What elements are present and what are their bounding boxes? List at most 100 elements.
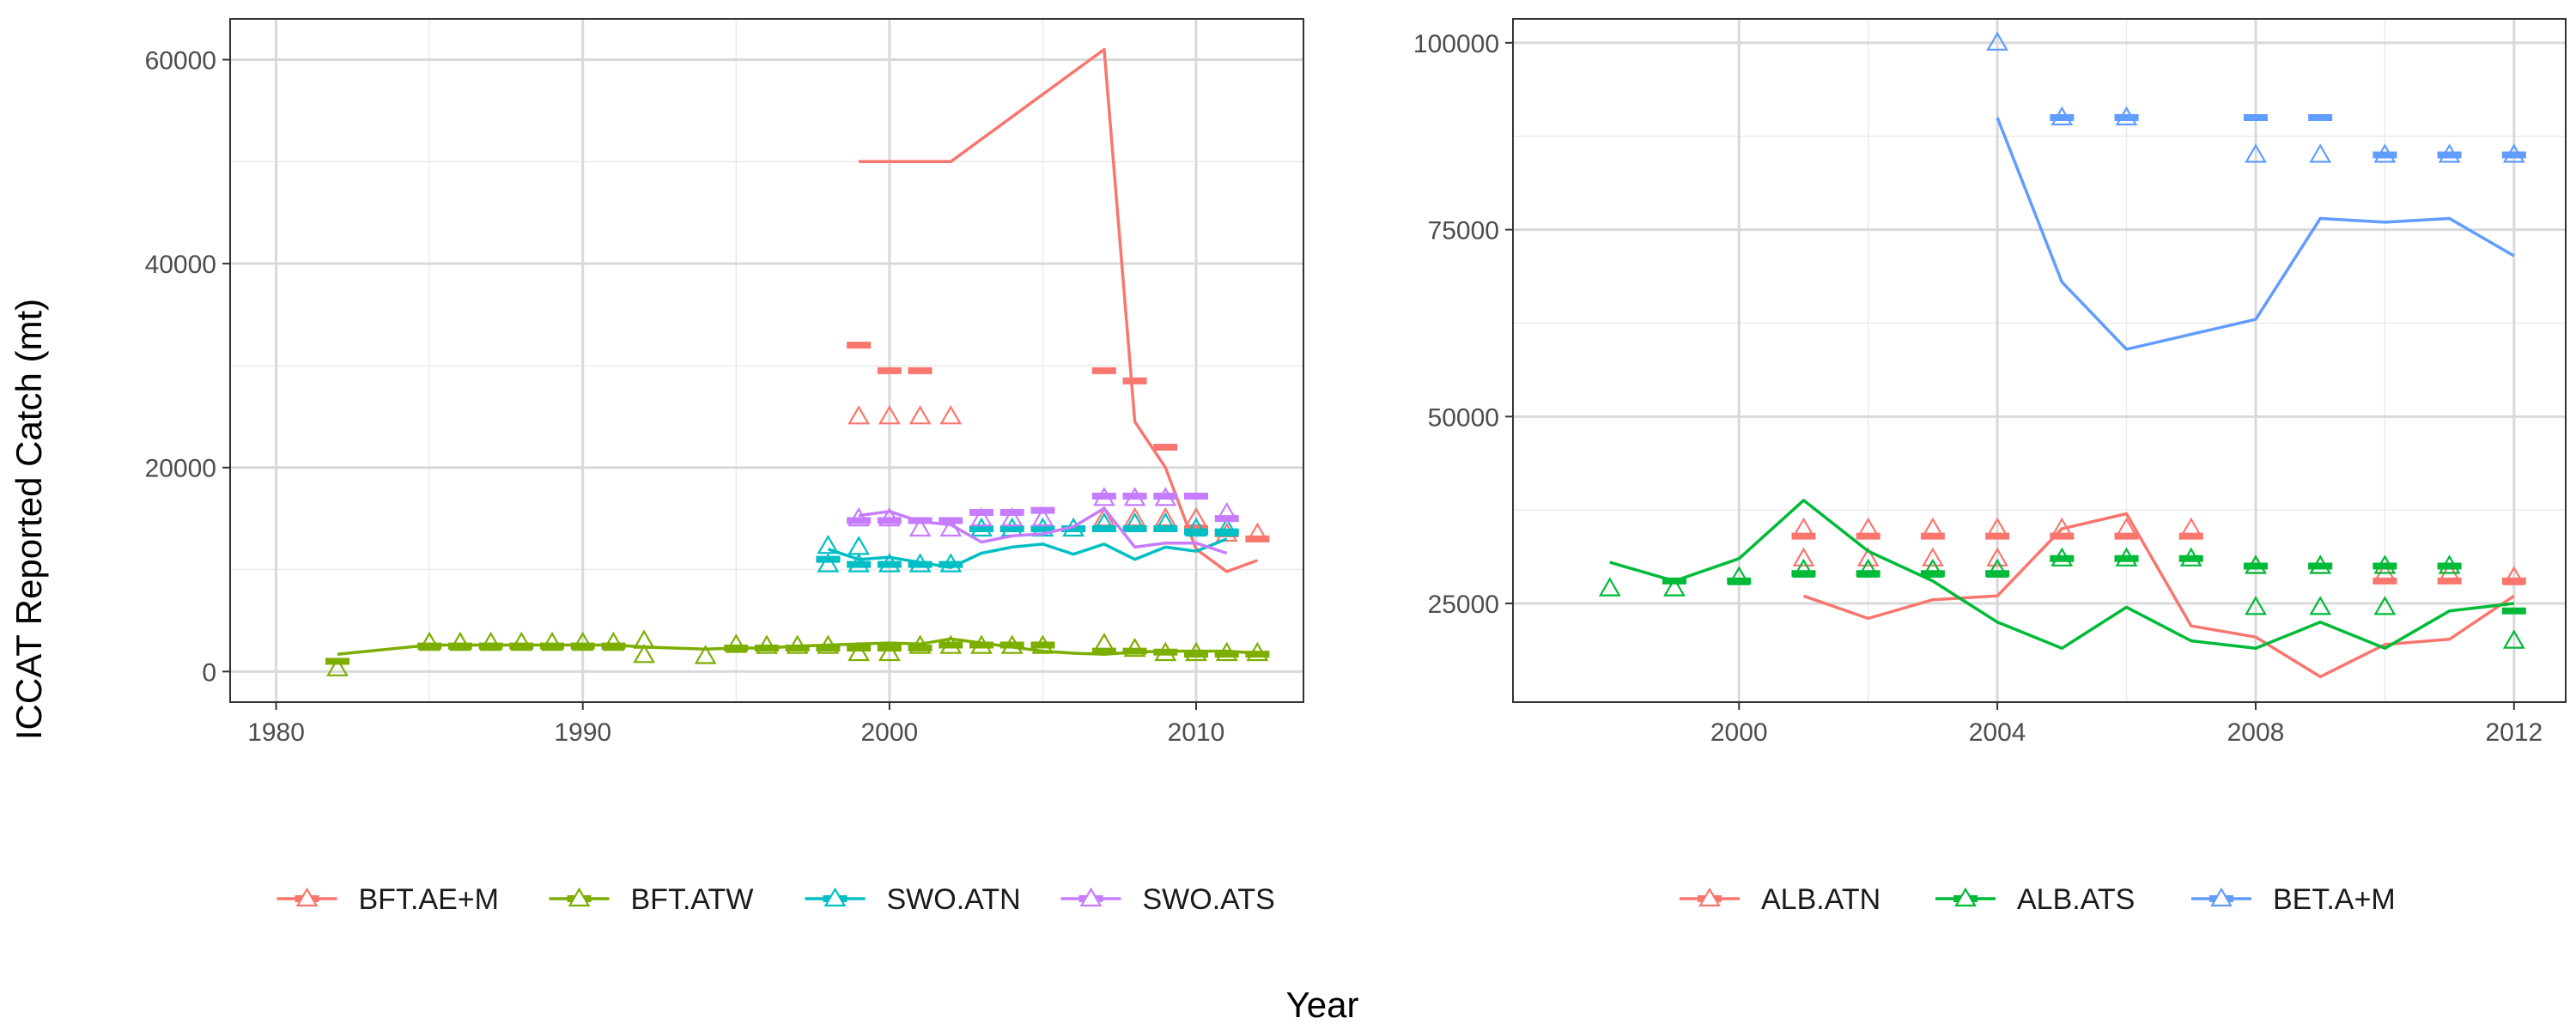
triangle-marker-bet-a-m (2373, 143, 2397, 163)
triangle-marker-alb-ats (2245, 554, 2267, 574)
triangle-marker-alb-atn (1921, 547, 1944, 566)
triangle-marker-bft-atw (1185, 641, 1207, 662)
x-tick-label-2004: 2004 (1969, 718, 2026, 747)
triangle-marker-alb-ats (1598, 577, 1621, 597)
legend-label-bft-atw: BFT.ATW (631, 883, 754, 916)
triangle-marker-alb-ats (2438, 554, 2461, 574)
y-tick-label-50000: 50000 (1428, 403, 1499, 432)
triangle-marker-bft-atw (970, 634, 993, 654)
triangle-marker-bft-atw (1123, 638, 1146, 657)
triangle-marker-bft-atw (326, 657, 349, 676)
triangle-marker-bft-atw (786, 634, 809, 654)
y-tick-label-20000: 20000 (145, 455, 216, 483)
triangle-marker-alb-atn (1792, 517, 1815, 537)
triangle-marker-swo-ats (1000, 506, 1024, 527)
triangle-marker-alb-atn (2050, 517, 2074, 537)
triangle-marker-swo-atn (878, 553, 901, 573)
triangle-marker-bft-atw (848, 641, 871, 662)
triangle-marker-bft-atw (756, 634, 778, 654)
x-tick-label-2012: 2012 (2485, 718, 2543, 747)
triangle-marker-bet-a-m (2115, 106, 2138, 126)
triangle-marker-alb-atn (1921, 517, 1944, 537)
triangle-marker-swo-ats (1123, 487, 1146, 506)
triangle-marker-swo-atn (1123, 512, 1146, 532)
legend-item-swo-ats: SWO.ATS (1060, 883, 1275, 916)
triangle-marker-swo-atn (970, 517, 993, 537)
legend-label-swo-ats: SWO.ATS (1143, 883, 1275, 916)
triangle-marker-bet-a-m (2309, 143, 2332, 163)
triangle-marker-alb-atn (2179, 517, 2202, 537)
series-line-bft-atw (337, 637, 1258, 656)
panel-border (1512, 18, 2567, 703)
triangle-marker-bft-atw (418, 631, 441, 651)
legend-item-bft-atw: BFT.ATW (549, 883, 754, 916)
triangle-marker-swo-atn (817, 535, 840, 554)
x-tick-label-1980: 1980 (247, 718, 305, 747)
triangle-marker-swo-atn (1031, 517, 1054, 537)
y-tick-label-0: 0 (202, 658, 216, 687)
y-tick-label-100000: 100000 (1413, 30, 1499, 58)
triangle-marker-bet-a-m (2438, 143, 2461, 163)
right-panel: 2000 2004 2008 2012 25000 50000 75000 100000 (1413, 18, 2567, 747)
triangle-marker-bft-ae-m (848, 405, 871, 425)
x-axis-title: Year (1286, 985, 1359, 1025)
triangle-marker-alb-atn (1856, 547, 1880, 566)
legend-label-alb-ats: ALB.ATS (2017, 883, 2135, 916)
triangle-marker-swo-ats (1031, 506, 1054, 527)
series-line-alb-ats (1609, 499, 2515, 651)
triangle-marker-alb-atn (1856, 517, 1880, 537)
triangle-marker-bft-atw (1092, 633, 1115, 652)
triangle-marker-bft-atw (694, 645, 717, 664)
legend-item-alb-ats: ALB.ATS (1935, 883, 2135, 916)
triangle-marker-alb-ats (2179, 547, 2202, 566)
triangle-marker-bet-a-m (2245, 143, 2267, 163)
legend-key-triangle-swo-atn (823, 887, 847, 907)
triangle-marker-swo-atn (817, 553, 840, 573)
triangle-marker-alb-atn (1792, 547, 1815, 566)
x-tick-label-2008: 2008 (2227, 718, 2285, 747)
legend-key-triangle-alb-atn (1698, 887, 1721, 907)
triangle-marker-alb-ats (1792, 558, 1815, 579)
triangle-marker-alb-atn (1986, 547, 2009, 566)
triangle-marker-bft-atw (1215, 641, 1238, 662)
x-tick-label-2000: 2000 (1710, 718, 1768, 747)
y-tick-label-40000: 40000 (145, 251, 216, 279)
triangle-marker-swo-atn (1154, 512, 1177, 532)
triangle-marker-alb-atn (1986, 517, 2009, 537)
y-axis-title: ICCAT Reported Catch (mt) (9, 299, 49, 740)
triangle-marker-alb-ats (2050, 547, 2074, 566)
series-line-swo-atn (827, 537, 1228, 569)
legend-label-bet-a-m: BET.A+M (2273, 883, 2396, 916)
triangle-marker-swo-ats (1092, 487, 1115, 506)
triangle-marker-bft-ae-m (1185, 506, 1207, 527)
triangle-marker-swo-ats (939, 517, 963, 537)
triangle-marker-bft-ae-m (939, 405, 963, 425)
triangle-marker-bft-atw (939, 634, 963, 654)
legend-label-alb-atn: ALB.ATN (1761, 883, 1880, 916)
triangle-marker-swo-atn (848, 553, 871, 573)
legend-key-triangle-bet-a-m (2210, 887, 2233, 907)
triangle-marker-swo-ats (848, 506, 871, 527)
triangle-marker-bet-a-m (1986, 31, 2009, 52)
triangle-marker-bft-atw (479, 631, 502, 651)
triangle-marker-bft-atw (541, 631, 563, 651)
legend-item-bft-ae-m: BFT.AE+M (276, 883, 499, 916)
legend-item-alb-atn: ALB.ATN (1680, 883, 1880, 916)
y-tick-label-60000: 60000 (145, 47, 216, 76)
triangle-marker-bft-atw (510, 631, 533, 651)
triangle-marker-alb-ats (2502, 629, 2525, 649)
triangle-marker-swo-atn (1215, 517, 1238, 537)
left-legend: BFT.AE+M BFT.ATW SWO.ATN SWO.ATS (276, 883, 1275, 916)
triangle-marker-alb-ats (1663, 577, 1686, 597)
triangle-marker-swo-ats (1154, 487, 1177, 506)
triangle-marker-bft-atw (1246, 641, 1269, 662)
triangle-marker-bft-atw (602, 631, 625, 651)
legend-item-swo-atn: SWO.ATN (805, 883, 1021, 916)
triangle-marker-alb-atn (2115, 517, 2138, 537)
triangle-marker-bft-atw (448, 631, 471, 651)
legend-key-triangle-swo-ats (1079, 887, 1103, 907)
triangle-marker-bft-atw (633, 629, 656, 649)
right-legend: ALB.ATN ALB.ATS BET.A+M (1680, 883, 2396, 916)
